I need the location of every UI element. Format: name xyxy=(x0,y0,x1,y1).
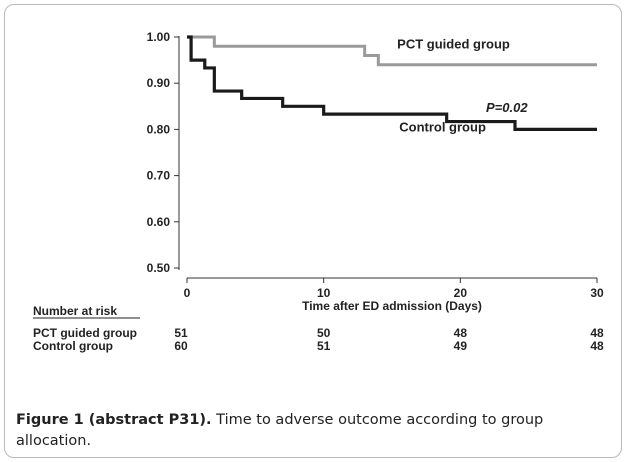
control-group-curve xyxy=(187,35,597,131)
caption-text: Time to adverse outcome according to gro… xyxy=(16,412,544,449)
risk-count: 51 xyxy=(174,326,188,340)
risk-count: 50 xyxy=(317,326,331,340)
risk-count: 49 xyxy=(454,339,468,353)
pct-group-label: PCT guided group xyxy=(397,37,510,52)
x-tick-label: 10 xyxy=(317,286,331,300)
figure-frame xyxy=(4,4,622,458)
y-tick-label: 1.00 xyxy=(147,30,171,44)
pct-group-curve xyxy=(187,35,597,67)
x-tick-label: 0 xyxy=(184,286,191,300)
risk-count: 48 xyxy=(454,326,468,340)
y-tick-label: 0.80 xyxy=(147,122,171,136)
x-axis-title: Time after ED admission (Days) xyxy=(302,299,482,313)
risk-row-label: PCT guided group xyxy=(33,326,137,340)
risk-count: 60 xyxy=(174,339,188,353)
control-group-label: Control group xyxy=(399,120,486,135)
y-tick-label: 0.50 xyxy=(147,261,171,275)
y-tick-label: 0.60 xyxy=(147,215,171,229)
km-chart: 0.50 0.60 0.70 0.80 0.90 1.00 0 10 20 30 Time afte… xyxy=(33,30,604,353)
y-tick-label: 0.90 xyxy=(147,76,171,90)
caption-label: Figure 1 (abstract P31). xyxy=(16,412,212,428)
y-tick-label: 0.70 xyxy=(147,169,171,183)
risk-count: 48 xyxy=(590,339,604,353)
x-tick-label: 20 xyxy=(454,286,468,300)
x-tick-label: 30 xyxy=(590,286,604,300)
risk-count: 51 xyxy=(317,339,331,353)
risk-table-title: Number at risk xyxy=(33,304,117,318)
figure-caption: Figure 1 (abstract P31). Time to adverse… xyxy=(16,410,606,452)
risk-row-label: Control group xyxy=(33,339,113,353)
p-value-label: P=0.02 xyxy=(486,100,528,115)
risk-count: 48 xyxy=(590,326,604,340)
